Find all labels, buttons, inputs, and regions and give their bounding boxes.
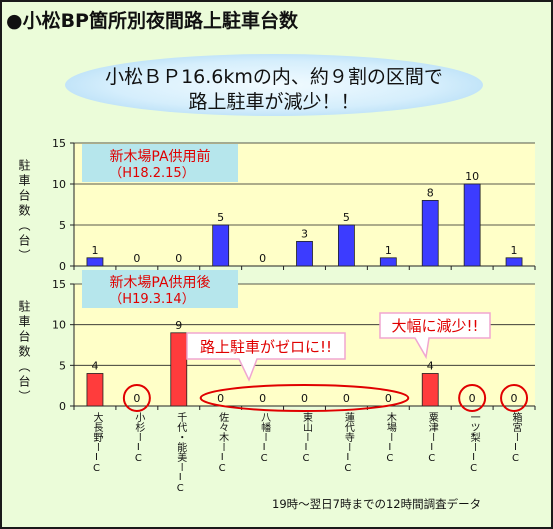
bar-before-9 (421, 199, 439, 267)
bar-after-3 (170, 332, 188, 407)
panel-title-before: 新木場PA供用前 (109, 148, 210, 165)
data-label-after-11: 0 (511, 392, 518, 405)
panel-title-box-before (82, 144, 238, 182)
data-label-after-8: 0 (385, 392, 392, 405)
category-label: 大長野ーIC (90, 412, 102, 474)
panel-title-box-after (82, 270, 238, 308)
bar-after-9 (421, 373, 439, 407)
bar-before-7 (338, 224, 355, 267)
bar-before-6 (296, 240, 313, 267)
y-axis-label-before: 駐車台数（台） (17, 158, 31, 264)
data-label-after-3: 9 (175, 319, 182, 332)
y-tick-label-after: 5 (59, 359, 66, 372)
data-label-after-1: 4 (91, 359, 98, 372)
bar-before-8 (379, 257, 397, 267)
category-label: 千代・能美ーIC (174, 412, 186, 494)
y-tick-label-after: 15 (52, 278, 66, 291)
bar-before-1 (86, 257, 104, 267)
data-label-after-9: 4 (427, 359, 434, 372)
category-label: 佐々木ーIC (216, 412, 228, 474)
y-tick-label-before: 0 (59, 260, 66, 273)
data-label-before-6: 3 (301, 227, 308, 240)
bar-before-11 (505, 257, 523, 267)
footnote: 19時～翌日7時までの12時間調査データ (272, 497, 482, 511)
category-label: 八幡ーIC (258, 412, 270, 464)
panel-title-after: 新木場PA供用後 (109, 275, 210, 291)
callout-decrease-text: 大幅に減少!! (391, 317, 478, 335)
bar-before-4 (212, 224, 230, 267)
category-label: 一ツ梨ーIC (468, 412, 480, 474)
zero-highlight-ellipse (199, 384, 410, 412)
headline-line1: 小松ＢＰ16.6kmの内、約９割の区間で (105, 66, 443, 88)
callout-decrease (379, 312, 491, 360)
panel-subtitle-after: （H19.3.14） (109, 292, 194, 307)
data-label-before-3: 0 (175, 252, 182, 265)
data-label-before-9: 8 (427, 186, 434, 199)
y-axis-label-after: 駐車台数（台） (17, 299, 31, 405)
bar-before-10 (463, 183, 481, 267)
zero-highlight-circle (458, 384, 487, 412)
category-label: 東山ーIC (300, 412, 312, 464)
y-tick-label-before: 5 (59, 219, 66, 232)
data-label-before-2: 0 (133, 252, 140, 265)
category-label: 粟津ーIC (426, 412, 438, 464)
data-label-before-7: 5 (343, 211, 350, 224)
y-tick-label-after: 10 (52, 319, 66, 332)
data-label-after-2: 0 (133, 392, 140, 405)
data-label-after-6: 0 (301, 392, 308, 405)
zero-highlight-circle (500, 384, 529, 412)
data-label-before-1: 1 (91, 244, 98, 257)
category-label: 蓮代寺ーIC (342, 412, 354, 474)
page-title: ●小松BP箇所別夜間路上駐車台数 (6, 10, 298, 32)
data-label-before-11: 1 (511, 244, 518, 257)
y-tick-label-before: 15 (52, 137, 66, 150)
data-label-after-5: 0 (259, 392, 266, 405)
bar-after-1 (86, 373, 104, 407)
headline-line2: 路上駐車が減少！！ (188, 91, 360, 113)
data-label-before-5: 0 (259, 252, 266, 265)
zero-highlight-circle (122, 384, 151, 412)
category-label: 木場ーIC (384, 412, 396, 464)
data-label-before-10: 10 (465, 170, 479, 183)
data-label-after-10: 0 (469, 392, 476, 405)
y-tick-label-before: 10 (52, 178, 66, 191)
data-label-after-7: 0 (343, 392, 350, 405)
headline-ellipse: 小松ＢＰ16.6kmの内、約９割の区間で 路上駐車が減少！！ (65, 54, 483, 116)
panel-subtitle-before: （H18.2.15） (109, 166, 194, 181)
category-label: 小杉ーIC (132, 412, 144, 464)
y-tick-label-after: 0 (59, 400, 66, 413)
data-label-after-4: 0 (217, 392, 224, 405)
data-label-before-4: 5 (217, 211, 224, 224)
callout-zero-text: 路上駐車がゼロに!! (200, 338, 332, 356)
category-label: 箱宮ーIC (510, 412, 522, 464)
data-label-before-8: 1 (385, 244, 392, 257)
callout-zero (186, 332, 346, 382)
